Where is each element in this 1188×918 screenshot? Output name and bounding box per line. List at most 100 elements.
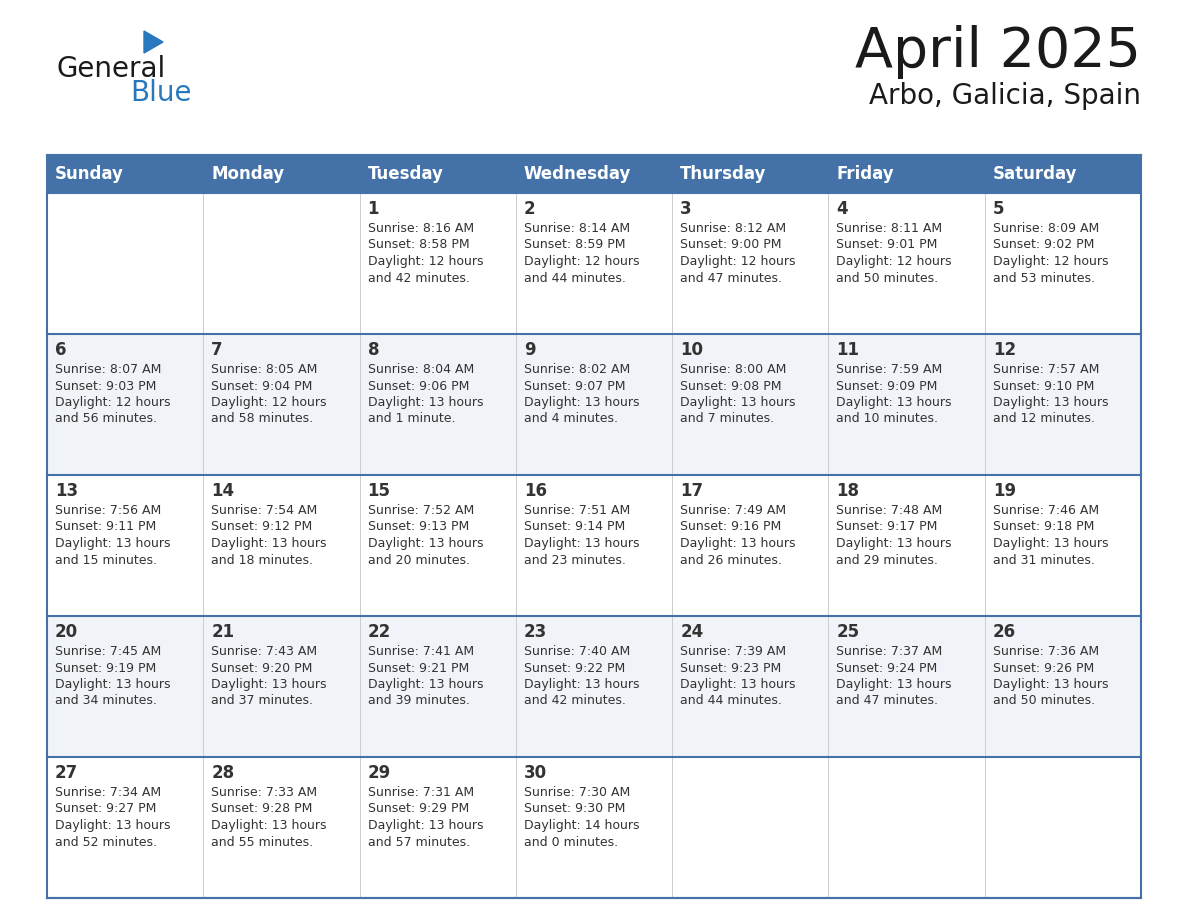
Bar — [985, 155, 1140, 193]
Text: Sunrise: 7:45 AM: Sunrise: 7:45 AM — [55, 645, 162, 658]
Text: and 44 minutes.: and 44 minutes. — [681, 695, 782, 708]
Bar — [985, 757, 1140, 898]
Text: 23: 23 — [524, 623, 548, 641]
Text: Saturday: Saturday — [993, 165, 1078, 183]
Text: Sunrise: 7:34 AM: Sunrise: 7:34 AM — [55, 786, 162, 799]
Text: Sunset: 9:21 PM: Sunset: 9:21 PM — [367, 662, 469, 675]
Polygon shape — [144, 31, 163, 53]
Text: Daylight: 13 hours: Daylight: 13 hours — [211, 819, 327, 832]
Bar — [203, 757, 360, 898]
Text: 28: 28 — [211, 764, 234, 782]
Bar — [828, 155, 985, 193]
Text: and 47 minutes.: and 47 minutes. — [836, 695, 939, 708]
Text: Sunrise: 7:46 AM: Sunrise: 7:46 AM — [993, 504, 1099, 517]
Text: and 10 minutes.: and 10 minutes. — [836, 412, 939, 426]
Text: Sunrise: 8:04 AM: Sunrise: 8:04 AM — [367, 363, 474, 376]
Text: Arbo, Galicia, Spain: Arbo, Galicia, Spain — [868, 82, 1140, 110]
Text: Sunset: 9:10 PM: Sunset: 9:10 PM — [993, 379, 1094, 393]
Text: and 42 minutes.: and 42 minutes. — [524, 695, 626, 708]
Text: 12: 12 — [993, 341, 1016, 359]
Bar — [672, 475, 828, 616]
Text: and 29 minutes.: and 29 minutes. — [836, 554, 939, 566]
Bar — [828, 616, 985, 757]
Text: Daylight: 13 hours: Daylight: 13 hours — [836, 396, 952, 409]
Text: 13: 13 — [55, 482, 78, 500]
Text: Sunset: 9:26 PM: Sunset: 9:26 PM — [993, 662, 1094, 675]
Text: Sunset: 8:58 PM: Sunset: 8:58 PM — [367, 239, 469, 252]
Text: 27: 27 — [55, 764, 78, 782]
Text: Sunday: Sunday — [55, 165, 124, 183]
Bar — [203, 475, 360, 616]
Bar — [672, 616, 828, 757]
Bar — [203, 334, 360, 475]
Text: 15: 15 — [367, 482, 391, 500]
Text: Daylight: 12 hours: Daylight: 12 hours — [55, 396, 171, 409]
Text: Daylight: 12 hours: Daylight: 12 hours — [367, 255, 484, 268]
Text: Sunset: 9:00 PM: Sunset: 9:00 PM — [681, 239, 782, 252]
Text: 16: 16 — [524, 482, 546, 500]
Text: 11: 11 — [836, 341, 859, 359]
Bar — [360, 334, 516, 475]
Text: Daylight: 12 hours: Daylight: 12 hours — [211, 396, 327, 409]
Bar — [828, 334, 985, 475]
Bar — [828, 193, 985, 334]
Text: Sunset: 9:04 PM: Sunset: 9:04 PM — [211, 379, 312, 393]
Bar — [516, 475, 672, 616]
Text: and 50 minutes.: and 50 minutes. — [993, 695, 1095, 708]
Text: 22: 22 — [367, 623, 391, 641]
Bar — [48, 757, 203, 898]
Text: Daylight: 13 hours: Daylight: 13 hours — [524, 396, 639, 409]
Text: Sunrise: 8:16 AM: Sunrise: 8:16 AM — [367, 222, 474, 235]
Text: 5: 5 — [993, 200, 1004, 218]
Text: Sunrise: 7:36 AM: Sunrise: 7:36 AM — [993, 645, 1099, 658]
Text: 25: 25 — [836, 623, 860, 641]
Text: Sunset: 9:02 PM: Sunset: 9:02 PM — [993, 239, 1094, 252]
Bar — [985, 616, 1140, 757]
Text: Sunset: 9:24 PM: Sunset: 9:24 PM — [836, 662, 937, 675]
Text: and 31 minutes.: and 31 minutes. — [993, 554, 1094, 566]
Text: Daylight: 13 hours: Daylight: 13 hours — [367, 396, 484, 409]
Text: Thursday: Thursday — [681, 165, 766, 183]
Text: Sunset: 9:27 PM: Sunset: 9:27 PM — [55, 802, 157, 815]
Bar — [516, 193, 672, 334]
Text: Sunset: 9:07 PM: Sunset: 9:07 PM — [524, 379, 625, 393]
Text: 30: 30 — [524, 764, 546, 782]
Text: Blue: Blue — [129, 79, 191, 107]
Text: Sunset: 9:30 PM: Sunset: 9:30 PM — [524, 802, 625, 815]
Text: 10: 10 — [681, 341, 703, 359]
Text: 18: 18 — [836, 482, 859, 500]
Text: Sunset: 9:19 PM: Sunset: 9:19 PM — [55, 662, 157, 675]
Bar — [360, 757, 516, 898]
Text: Daylight: 13 hours: Daylight: 13 hours — [524, 678, 639, 691]
Bar — [48, 193, 203, 334]
Bar — [516, 757, 672, 898]
Bar — [985, 475, 1140, 616]
Bar — [672, 757, 828, 898]
Text: Daylight: 13 hours: Daylight: 13 hours — [55, 537, 171, 550]
Text: 19: 19 — [993, 482, 1016, 500]
Text: April 2025: April 2025 — [855, 25, 1140, 79]
Bar — [360, 616, 516, 757]
Text: Sunset: 9:08 PM: Sunset: 9:08 PM — [681, 379, 782, 393]
Text: Daylight: 13 hours: Daylight: 13 hours — [993, 537, 1108, 550]
Bar — [203, 616, 360, 757]
Text: Sunrise: 8:14 AM: Sunrise: 8:14 AM — [524, 222, 630, 235]
Text: 14: 14 — [211, 482, 234, 500]
Text: Sunrise: 7:54 AM: Sunrise: 7:54 AM — [211, 504, 317, 517]
Bar — [203, 155, 360, 193]
Text: Sunrise: 8:00 AM: Sunrise: 8:00 AM — [681, 363, 786, 376]
Text: Sunrise: 8:11 AM: Sunrise: 8:11 AM — [836, 222, 942, 235]
Text: Daylight: 13 hours: Daylight: 13 hours — [367, 537, 484, 550]
Text: and 47 minutes.: and 47 minutes. — [681, 272, 782, 285]
Text: Sunrise: 7:59 AM: Sunrise: 7:59 AM — [836, 363, 943, 376]
Text: Sunset: 9:28 PM: Sunset: 9:28 PM — [211, 802, 312, 815]
Text: Daylight: 13 hours: Daylight: 13 hours — [836, 678, 952, 691]
Text: Daylight: 13 hours: Daylight: 13 hours — [681, 537, 796, 550]
Text: Sunset: 9:01 PM: Sunset: 9:01 PM — [836, 239, 937, 252]
Text: and 20 minutes.: and 20 minutes. — [367, 554, 469, 566]
Text: Sunrise: 8:09 AM: Sunrise: 8:09 AM — [993, 222, 1099, 235]
Text: Wednesday: Wednesday — [524, 165, 631, 183]
Text: and 39 minutes.: and 39 minutes. — [367, 695, 469, 708]
Text: Sunset: 9:22 PM: Sunset: 9:22 PM — [524, 662, 625, 675]
Bar — [672, 155, 828, 193]
